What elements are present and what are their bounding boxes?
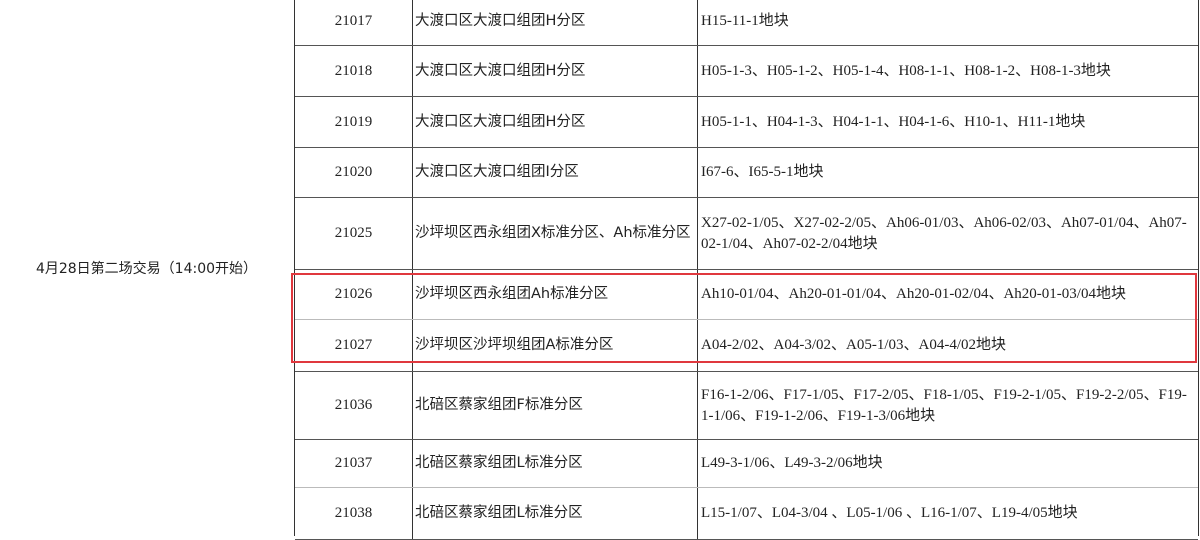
row-parcels: L15-1/07、L04-3/04 、L05-1/06 、L16-1/07、L1… [701,505,1078,521]
row-area: 北碚区蔡家组团F标准分区 [413,372,698,439]
row-id: 21037 [295,440,413,487]
session-label: 4月28日第二场交易（14:00开始） [35,261,258,277]
table-row: 21018 大渡口区大渡口组团H分区 H05-1-3、H05-1-2、H05-1… [295,46,1198,97]
row-parcels: H05-1-1、H04-1-3、H04-1-1、H04-1-6、H10-1、H1… [701,113,1086,130]
row-parcels: H05-1-3、H05-1-2、H05-1-4、H08-1-1、H08-1-2、… [701,62,1111,79]
row-parcels: A04-2/02、A04-3/02、A05-1/03、A04-4/02地块 [701,337,1006,353]
row-id: 21027 [295,320,413,371]
row-area: 沙坪坝区西永组团Ah标准分区 [413,270,698,319]
row-area: 大渡口区大渡口组团H分区 [413,46,698,96]
row-id: 21036 [295,372,413,439]
row-id: 21020 [295,148,413,197]
row-id: 21038 [295,488,413,539]
row-id: 21026 [295,270,413,319]
row-id: 21025 [295,198,413,269]
row-parcels: I67-6、I65-5-1地块 [701,164,824,180]
row-parcels: F16-1-2/06、F17-1/05、F17-2/05、F18-1/05、F1… [701,386,1187,424]
row-area: 沙坪坝区西永组团X标准分区、Ah标准分区 [413,198,698,269]
row-area: 大渡口区大渡口组团H分区 [413,0,698,45]
row-area: 北碚区蔡家组团L标准分区 [413,440,698,487]
session-label-cell: 4月28日第二场交易（14:00开始） [0,0,293,536]
row-parcels: L49-3-1/06、L49-3-2/06地块 [701,455,883,471]
row-area: 大渡口区大渡口组团I分区 [413,148,698,197]
row-id: 21017 [295,0,413,45]
row-parcels: Ah10-01/04、Ah20-01-01/04、Ah20-01-02/04、A… [701,286,1126,302]
row-area: 北碚区蔡家组团L标准分区 [413,488,698,539]
table-row: 21026 沙坪坝区西永组团Ah标准分区 Ah10-01/04、Ah20-01-… [295,270,1198,320]
row-id: 21019 [295,97,413,147]
parcel-table: 21017 大渡口区大渡口组团H分区 H15-11-1地块 21018 大渡口区… [294,0,1199,540]
row-parcels: X27-02-1/05、X27-02-2/05、Ah06-01/03、Ah06-… [701,214,1187,252]
table-row: 21020 大渡口区大渡口组团I分区 I67-6、I65-5-1地块 [295,148,1198,198]
table-row: 21017 大渡口区大渡口组团H分区 H15-11-1地块 [295,0,1198,46]
row-id: 21018 [295,46,413,96]
table-row: 21038 北碚区蔡家组团L标准分区 L15-1/07、L04-3/04 、L0… [295,488,1198,540]
table-row: 21019 大渡口区大渡口组团H分区 H05-1-1、H04-1-3、H04-1… [295,97,1198,148]
table-row: 21037 北碚区蔡家组团L标准分区 L49-3-1/06、L49-3-2/06… [295,440,1198,488]
row-area: 沙坪坝区沙坪坝组团A标准分区 [413,320,698,371]
table-row: 21036 北碚区蔡家组团F标准分区 F16-1-2/06、F17-1/05、F… [295,372,1198,440]
table-row: 21027 沙坪坝区沙坪坝组团A标准分区 A04-2/02、A04-3/02、A… [295,320,1198,372]
row-parcels: H15-11-1地块 [701,13,789,29]
table-row: 21025 沙坪坝区西永组团X标准分区、Ah标准分区 X27-02-1/05、X… [295,198,1198,270]
row-area: 大渡口区大渡口组团H分区 [413,97,698,147]
